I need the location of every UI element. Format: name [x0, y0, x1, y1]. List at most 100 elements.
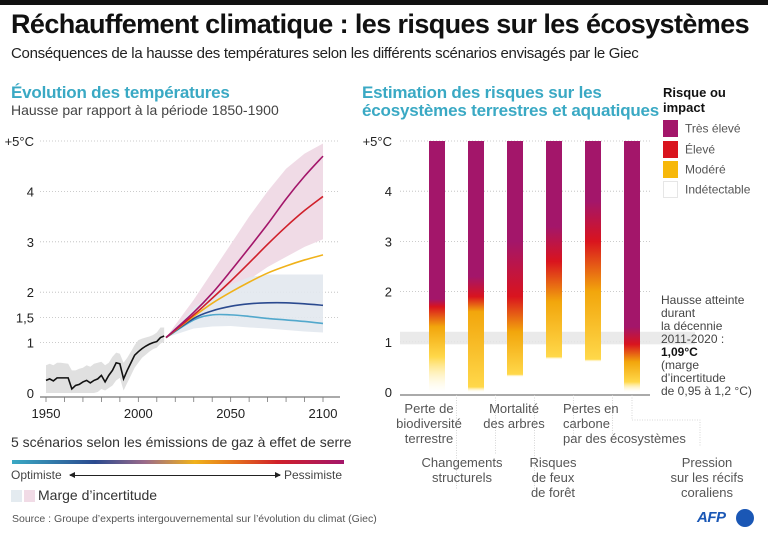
category-label: Changements structurels — [422, 455, 503, 485]
category-label-line: carbone — [563, 416, 610, 431]
risk-bar — [585, 141, 601, 362]
y-tick-label: 1 — [385, 335, 392, 350]
risk-bar — [468, 141, 484, 392]
afp-logo: AFP — [697, 509, 726, 526]
legend-title-line1: Risque ou — [663, 85, 726, 100]
category-label-line: Pression — [681, 455, 733, 470]
scenario-line-ssp245 — [165, 254, 324, 339]
risk-bar — [624, 141, 640, 392]
right-chart-title-line2: écosystèmes terrestres et aquatiques — [362, 101, 660, 120]
note-line: (marge — [661, 358, 700, 372]
page-subtitle: Conséquences de la hausse des températur… — [11, 45, 639, 62]
risk-bar — [429, 141, 445, 392]
y-tick-label: 3 — [27, 235, 34, 250]
y-tick-label: 0 — [385, 385, 392, 400]
y-tick-label: +5°C — [5, 134, 34, 149]
x-tick-label: 2050 — [216, 406, 245, 421]
legend-label: Indétectable — [685, 182, 751, 197]
category-label-line: Perte de — [404, 401, 454, 416]
category-label-line: sur les récifs — [670, 470, 744, 485]
uncertainty-swatch-low — [11, 490, 22, 503]
x-tick-label: 2100 — [309, 406, 338, 421]
top-rule — [0, 0, 768, 5]
category-label-line: Changements — [421, 455, 503, 470]
category-label: Perte de biodiversité terrestre — [396, 401, 462, 446]
page-title: Réchauffement climatique : les risques s… — [11, 9, 750, 39]
category-label-line: structurels — [432, 470, 492, 485]
note-line: d’incertitude — [661, 371, 726, 385]
scenarios-title: 5 scénarios selon les émissions de gaz à… — [11, 434, 352, 450]
category-label-line: des arbres — [483, 416, 545, 431]
left-chart-subtitle: Hausse par rapport à la période 1850-190… — [11, 102, 279, 118]
low-scenarios-uncertainty-band — [166, 274, 323, 338]
note-value: 1,09°C — [661, 345, 698, 359]
risk-bar-chart: 0 1 2 3 4 +5°C — [363, 134, 701, 490]
left-chart-title: Évolution des températures — [11, 83, 230, 102]
scenario-gradient-bar — [12, 460, 344, 464]
optimist-label: Optimiste — [11, 468, 62, 482]
legend-swatch-very-high — [663, 120, 678, 137]
category-label: Pression sur les récifs coraliens — [671, 455, 744, 500]
uncertainty-swatch-high — [24, 490, 35, 503]
source-note: Source : Groupe d’experts intergouvernem… — [12, 513, 377, 525]
x-tick-label: 2000 — [124, 406, 153, 421]
category-label: Mortalité des arbres — [483, 401, 544, 431]
legend-label: Très élevé — [685, 121, 741, 136]
legend-label: Élevé — [685, 142, 716, 157]
risk-bar — [546, 141, 562, 360]
category-label-line: terrestre — [404, 431, 454, 446]
scenario-line-ssp370 — [165, 195, 324, 339]
historical-temperature-line — [45, 335, 165, 391]
observed-warming-note: Hausse atteinte durant la décennie 2011-… — [661, 294, 768, 398]
note-line: Hausse atteinte — [661, 293, 745, 307]
y-tick-label: 4 — [27, 184, 34, 199]
legend-item-very-high: Très élevé — [663, 120, 741, 137]
category-label: Risques de feux de forêt — [530, 455, 577, 500]
y-tick-label: 3 — [385, 234, 392, 249]
scenario-line-ssp585 — [165, 155, 324, 339]
y-tick-label: 2 — [385, 285, 392, 300]
scenario-line-ssp126 — [165, 301, 324, 339]
x-tick-label: 1950 — [32, 406, 61, 421]
risk-bar — [507, 141, 523, 377]
legend-item-high: Élevé — [663, 141, 715, 158]
uncertainty-legend: Marge d’incertitude — [11, 487, 157, 503]
note-line: 2011-2020 : — [661, 332, 725, 346]
afp-logo-dot-icon — [736, 509, 754, 527]
category-label-line: de feux — [531, 470, 575, 485]
y-tick-label: 1 — [27, 336, 34, 351]
note-line: de 0,95 à 1,2 °C) — [661, 384, 752, 398]
legend-label: Modéré — [685, 162, 726, 177]
scenario-line-ssp119 — [165, 313, 324, 339]
category-label-line: biodiversité — [396, 416, 462, 431]
high-scenarios-uncertainty-band — [166, 143, 323, 338]
legend-swatch-moderate — [663, 161, 678, 178]
category-label-line: de forêt — [530, 485, 576, 500]
category-label-line: coraliens — [680, 485, 734, 500]
y-tick-label: 1,5 — [16, 310, 34, 325]
category-label-line: Pertes en — [563, 401, 619, 416]
category-label-line: Mortalité — [489, 401, 539, 416]
category-label-line: par des écosystèmes — [563, 431, 686, 446]
y-tick-label: 2 — [27, 285, 34, 300]
note-line: la décennie — [661, 319, 723, 333]
y-tick-label: 4 — [385, 184, 392, 199]
historical-uncertainty-band — [46, 327, 165, 393]
right-chart-title-line1: Estimation des risques sur les — [362, 83, 602, 102]
temperature-line-chart: 0 1 1,5 2 3 4 +5°C 1950 2000 2050 2100 — [5, 134, 340, 421]
double-arrow-icon — [69, 472, 281, 478]
legend-item-moderate: Modéré — [663, 161, 726, 178]
note-line: durant — [661, 306, 696, 320]
risk-legend-title: Risque ou impact — [663, 85, 726, 115]
y-tick-label: 0 — [27, 386, 34, 401]
legend-swatch-high — [663, 141, 678, 158]
legend-title-line2: impact — [663, 100, 705, 115]
pessimist-label: Pessimiste — [284, 468, 343, 482]
uncertainty-label: Marge d’incertitude — [38, 487, 158, 503]
category-label: Pertes en carbone par des écosystèmes — [563, 401, 686, 446]
legend-swatch-undetectable — [663, 181, 678, 198]
legend-item-undetectable: Indétectable — [663, 181, 750, 198]
category-separator — [631, 395, 701, 446]
y-tick-label: +5°C — [363, 134, 392, 149]
